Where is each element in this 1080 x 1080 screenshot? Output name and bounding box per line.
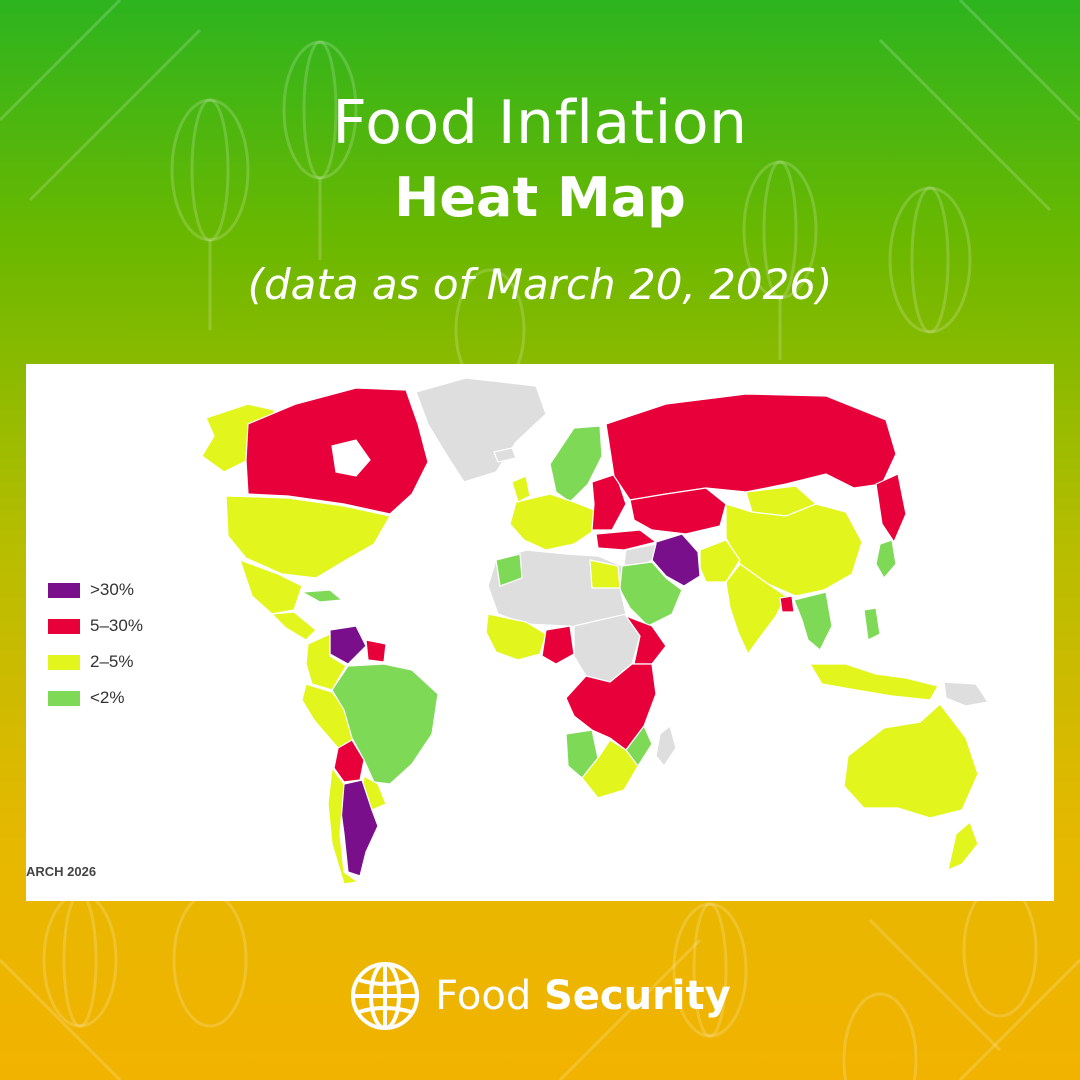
map-legend: >30% 5–30% 2–5% <2% (48, 572, 143, 716)
region-russia (605, 393, 897, 501)
legend-label: 5–30% (90, 616, 143, 635)
region-kazakhstan (629, 487, 727, 535)
region-uk (511, 475, 531, 503)
region-png (943, 681, 990, 707)
region-colombia (305, 633, 347, 691)
region-iran (651, 533, 701, 587)
region-philippines (863, 607, 881, 641)
legend-label: >30% (90, 580, 134, 599)
region-saudi-arabia (617, 561, 683, 627)
region-southeast-asia (793, 591, 833, 651)
map-date-stamp: ARCH 2026 (26, 864, 97, 879)
region-guyana (365, 639, 387, 663)
legend-swatch (48, 654, 80, 670)
region-nigeria (541, 625, 575, 665)
legend-label: 2–5% (90, 652, 134, 671)
region-east-africa (565, 663, 657, 751)
region-iceland (493, 447, 517, 463)
region-argentina (339, 779, 379, 877)
legend-swatch (48, 618, 80, 634)
region-australia (843, 703, 979, 819)
region-morocco (495, 553, 523, 587)
region-europe (509, 493, 595, 551)
page-title-line1: Food Inflation (332, 88, 748, 158)
region-new-zealand (947, 820, 979, 872)
region-brazil (331, 663, 439, 785)
page-subtitle: (data as of March 20, 2026) (247, 260, 833, 309)
region-japan (875, 539, 897, 580)
legend-label: <2% (90, 688, 125, 707)
legend-swatch (48, 690, 80, 706)
footer-brand-regular: Food (435, 973, 532, 1019)
region-greenland (415, 377, 547, 483)
page-title-line2: Heat Map (394, 166, 686, 229)
region-turkey (595, 529, 658, 551)
legend-item-under-2: <2% (48, 680, 143, 716)
region-madagascar (655, 724, 677, 768)
globe-icon (351, 962, 420, 1030)
world-map (201, 377, 990, 885)
region-egypt (589, 559, 621, 589)
region-mozambique (625, 724, 653, 768)
legend-item-5-30: 5–30% (48, 608, 143, 644)
footer-brand-text: Food Security (435, 973, 730, 1019)
region-west-africa (485, 613, 547, 661)
region-central-america (270, 611, 317, 641)
region-indonesia (808, 663, 939, 701)
region-india (725, 563, 787, 656)
region-cuba (299, 589, 344, 603)
hudson-bay (331, 439, 371, 477)
region-russia-east (875, 473, 907, 544)
footer-brand: Food Security (0, 958, 1080, 1034)
region-venezuela (329, 625, 367, 665)
region-bangladesh (779, 595, 795, 613)
region-scandinavia (549, 425, 603, 503)
legend-swatch (48, 582, 80, 598)
map-card: >30% 5–30% 2–5% <2% ARCH 2026 (26, 364, 1054, 901)
legend-item-over-30: >30% (48, 572, 143, 608)
footer-brand-bold: Security (543, 973, 731, 1019)
legend-item-2-5: 2–5% (48, 644, 143, 680)
region-mexico (239, 559, 303, 615)
region-chile (327, 766, 360, 885)
region-united-states (225, 495, 391, 579)
